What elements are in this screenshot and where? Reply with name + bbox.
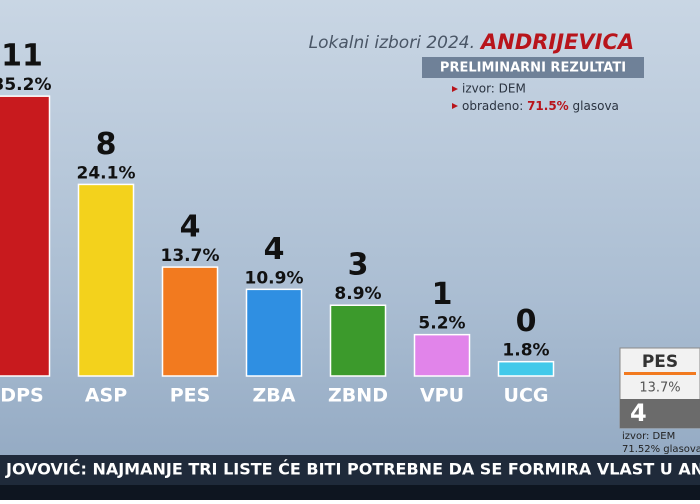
value-label: 35.2% <box>0 75 51 95</box>
place: ANDRIJEVICA <box>479 30 634 54</box>
category-label: PES <box>170 385 211 407</box>
bar <box>0 95 51 377</box>
seat-label: 1 <box>432 277 453 312</box>
category-label: DPS <box>0 385 43 407</box>
value-label: 5.2% <box>418 314 465 334</box>
bar-chart: 35.2%11DPS24.1%8ASP13.7%4PES10.9%4ZBA8.9… <box>0 39 555 407</box>
value-label: 24.1% <box>77 163 136 183</box>
category-label: ASP <box>85 385 127 407</box>
side-seats: 4 <box>630 399 647 427</box>
bar <box>161 266 219 377</box>
counted-value: 71.5% <box>527 99 569 113</box>
seat-label: 4 <box>180 210 201 245</box>
side-percent: 13.7% <box>639 381 680 396</box>
bullets <box>452 86 458 109</box>
side-source: izvor: DEM <box>622 431 675 442</box>
side-counted: 71.52% glasova <box>622 444 700 455</box>
source: izvor: DEM <box>462 82 526 96</box>
ticker-band <box>0 455 700 485</box>
subtitle: PRELIMINARNI REZULTATI <box>440 61 626 76</box>
category-label: UCG <box>504 385 549 407</box>
seat-label: 11 <box>1 39 43 74</box>
side-line <box>624 372 696 375</box>
subtitle-band <box>422 57 644 78</box>
bar <box>77 183 135 377</box>
bar <box>413 333 471 377</box>
value-label: 1.8% <box>502 341 549 361</box>
ticker-foot <box>0 485 700 500</box>
value-label: 13.7% <box>161 246 220 266</box>
bar <box>329 304 387 377</box>
title: Lokalni izbori 2024. <box>309 33 475 53</box>
counted-label: obradeno: <box>462 99 523 113</box>
category-label: ZBND <box>328 385 388 407</box>
value-label: 8.9% <box>334 284 381 304</box>
seat-label: 0 <box>516 304 537 339</box>
bar <box>245 288 303 377</box>
ticker: JOVOVIĆ: NAJMANJE TRI LISTE ĆE BITI POTR… <box>5 460 700 479</box>
counted: obradeno: 71.5% glasova <box>462 99 619 113</box>
value-label: 10.9% <box>245 268 304 288</box>
category-label: VPU <box>420 385 464 407</box>
category-label: ZBA <box>253 385 296 407</box>
counted-suffix: glasova <box>573 99 619 113</box>
seat-label: 8 <box>96 127 117 162</box>
side-seats-band <box>620 399 700 428</box>
seat-label: 4 <box>264 232 285 267</box>
seat-label: 3 <box>348 248 369 283</box>
bar <box>497 360 555 377</box>
side-party: PES <box>642 352 678 372</box>
